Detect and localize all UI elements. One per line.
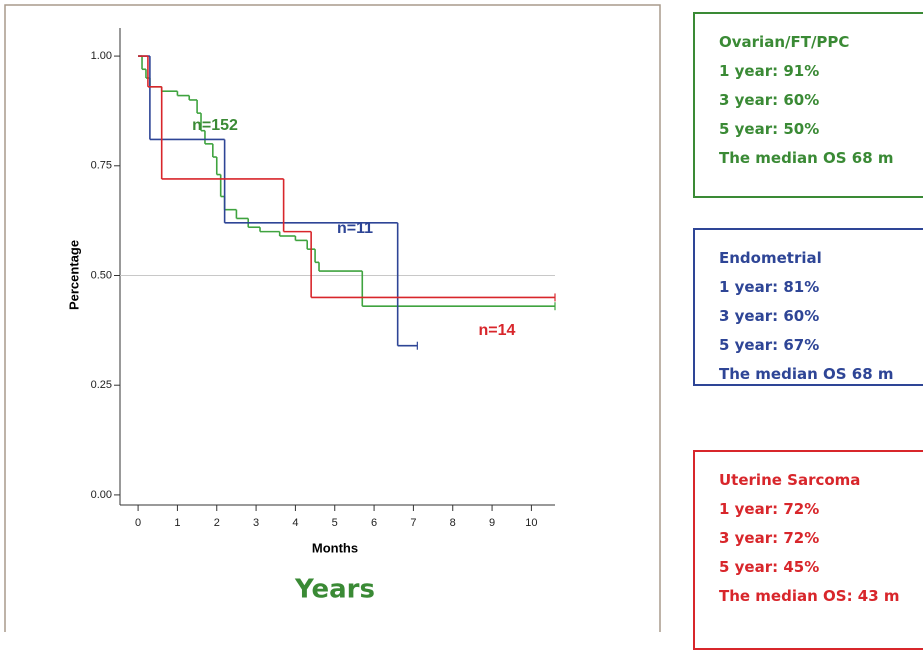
summary-box: Ovarian/FT/PPC 1 year: 91% 3 year: 60% 5 ye… — [693, 12, 923, 198]
x-tick-label: 0 — [135, 517, 141, 529]
summary-line: 5 year: 67% — [719, 336, 820, 354]
page: {"chart_data": {"type": "step", "x_label… — [4, 4, 923, 650]
summary-box: Endometrial 1 year: 81% 3 year: 60% 5 year:… — [693, 228, 923, 386]
x-tick-label: 9 — [489, 517, 495, 529]
series-label: n=14 — [479, 322, 516, 339]
summary-line: 5 year: 50% — [719, 120, 820, 138]
summary-line: Ovarian/FT/PPC — [719, 33, 850, 51]
x-tick-label: 2 — [214, 517, 220, 529]
x-tick-label: 6 — [371, 517, 377, 529]
summary-line: The median OS 68 m — [719, 365, 894, 383]
summary-line: The median OS: 43 m — [719, 587, 900, 605]
x-tick-label: 5 — [332, 517, 338, 529]
y-tick-label: 0.25 — [91, 379, 112, 391]
summary-line: 3 year: 60% — [719, 91, 820, 109]
x-tick-label: 3 — [253, 517, 259, 529]
x-tick-label: 4 — [292, 517, 298, 529]
chart: Months Percentage Years 1.00 0.75 0.50 0.25… — [4, 4, 661, 632]
series-label: n=152 — [192, 117, 238, 134]
summary-line: Endometrial — [719, 249, 822, 267]
chart-frame — [4, 4, 661, 632]
x-tick-label: 10 — [525, 517, 537, 529]
footer-label: Years — [294, 575, 375, 605]
y-tick-label: 1.00 — [91, 50, 112, 62]
series-label: n=11 — [337, 220, 373, 237]
summary-line: The median OS 68 m — [719, 149, 894, 167]
summary-line: 3 year: 60% — [719, 307, 820, 325]
summary-line: Uterine Sarcoma — [719, 471, 861, 489]
summary-box: Uterine Sarcoma 1 year: 72% 3 year: 72% 5 y… — [693, 450, 923, 650]
x-tick-label: 7 — [410, 517, 416, 529]
summary-line: 5 year: 45% — [719, 558, 820, 576]
y-axis-label: Percentage — [66, 240, 81, 310]
summary-line: 1 year: 91% — [719, 62, 820, 80]
summary-line: 1 year: 81% — [719, 278, 820, 296]
y-tick-label: 0.75 — [91, 160, 112, 172]
y-tick-label: 0.00 — [91, 489, 112, 501]
y-tick-label: 0.50 — [91, 269, 112, 281]
x-tick-label: 1 — [174, 517, 180, 529]
x-axis-label: Months — [312, 540, 358, 555]
summary-line: 1 year: 72% — [719, 500, 820, 518]
x-tick-label: 8 — [450, 517, 456, 529]
summary-line: 3 year: 72% — [719, 529, 820, 547]
